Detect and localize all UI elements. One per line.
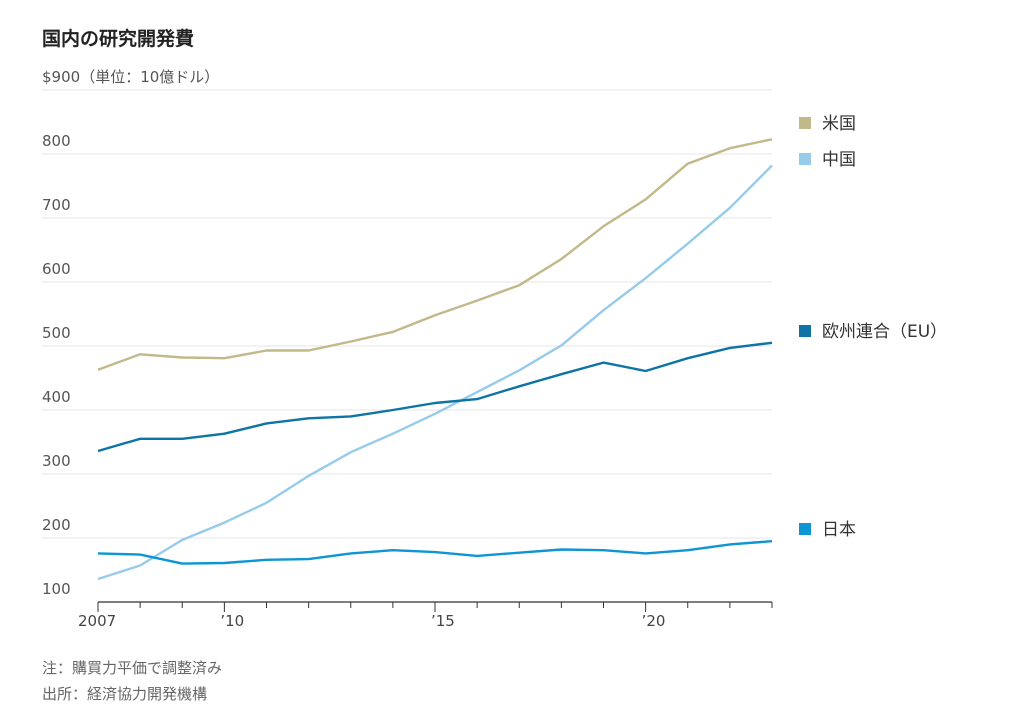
y-unit-label: （単位：10億ドル）	[80, 68, 219, 86]
x-tick-label-2020: ’20	[642, 612, 666, 630]
series-lines	[97, 138, 773, 581]
legend-swatch-2	[799, 325, 811, 337]
y-tick-label-900: $900（単位：10億ドル）	[42, 68, 219, 86]
x-tick-label-2007: 2007	[78, 612, 116, 630]
series-line-2	[97, 341, 773, 453]
series-line-0	[97, 138, 773, 371]
chart-source: 出所：経済協力開発機構	[42, 685, 208, 703]
legend-label-0: 米国	[822, 114, 856, 134]
x-tick-label-2010: ’10	[220, 612, 244, 630]
legend-swatch-1	[799, 153, 811, 165]
x-axis: 2007 ’10 ’15 ’20	[78, 601, 773, 630]
y-tick-label-200: 200	[42, 516, 71, 534]
legend-swatch-3	[799, 523, 811, 535]
chart-title: 国内の研究開発費	[42, 28, 195, 50]
grid-lines	[42, 89, 772, 539]
y-tick-label-300: 300	[42, 452, 71, 470]
y-tick-label-500: 500	[42, 324, 71, 342]
y-tick-labels: 100 200 300 400 500 600 700 800 $900（単位：10億ドル）	[42, 68, 219, 598]
chart-note: 注：購買力平価で調整済み	[42, 659, 223, 677]
series-line-3	[97, 540, 773, 565]
legend-swatch-0	[799, 117, 811, 129]
legend-label-1: 中国	[822, 150, 856, 170]
x-tick-label-2015: ’15	[431, 612, 455, 630]
y-tick-label-100: 100	[42, 580, 71, 598]
y-tick-label-400: 400	[42, 388, 71, 406]
series-line-1	[97, 164, 773, 581]
y-tick-label-600: 600	[42, 260, 71, 278]
legend-label-2: 欧州連合（EU）	[822, 322, 947, 342]
y-tick-label-800: 800	[42, 132, 71, 150]
y-tick-label-700: 700	[42, 196, 71, 214]
legend-label-3: 日本	[822, 520, 856, 540]
